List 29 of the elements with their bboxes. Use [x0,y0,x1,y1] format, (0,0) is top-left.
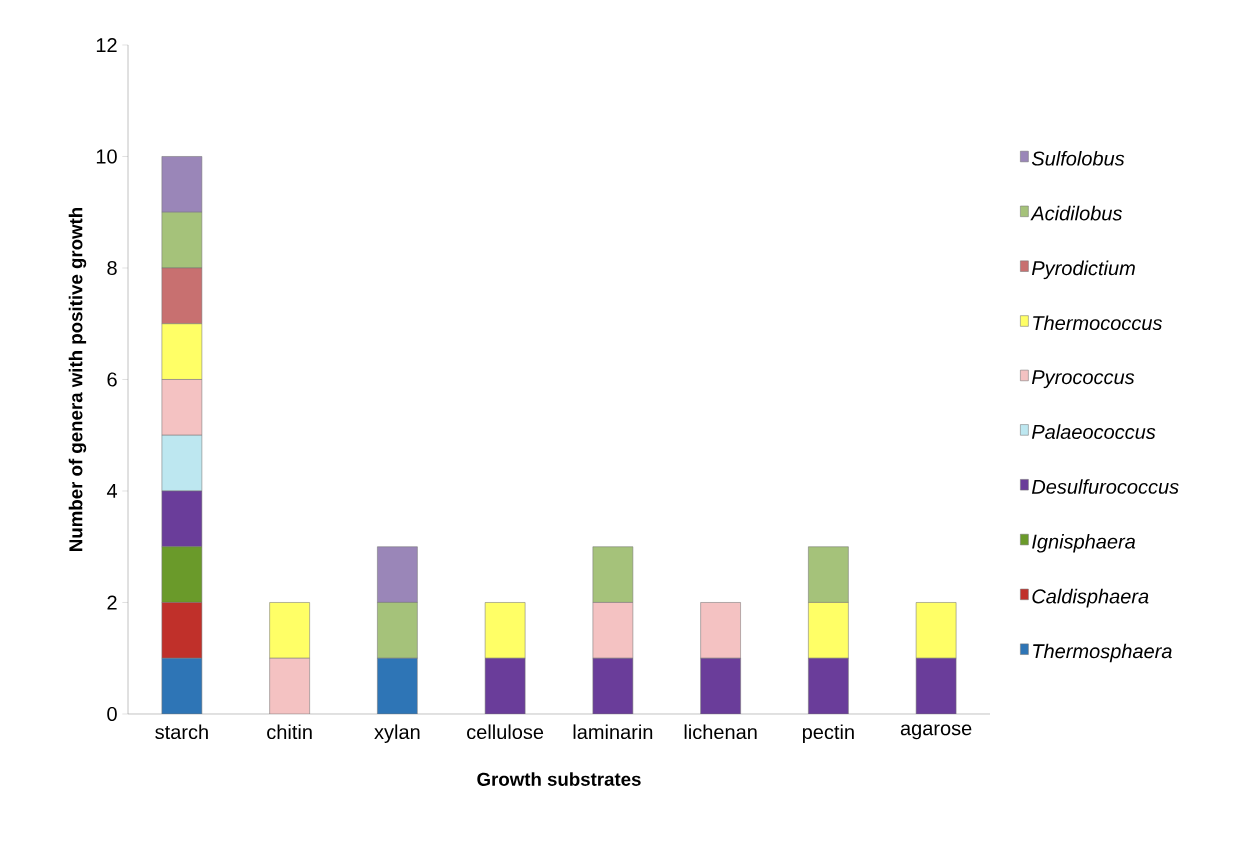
legend-label: Ignisphaera [1032,533,1136,553]
x-axis-title: Growth substrates [477,772,641,786]
x-tick-label: xylan [374,724,420,744]
x-tick-label: cellulose [467,724,544,740]
y-axis-title: Number of genera with positive growth [68,207,87,551]
x-tick-label: laminarin [573,724,653,740]
y-tick-label: 0 [107,706,117,722]
x-tick-label: pectin [802,724,854,744]
x-tick-label: lichenan [684,724,757,740]
y-tick-label: 12 [96,38,117,52]
legend-label: Sulfolobus [1031,150,1125,166]
legend-label: Pyrodictium [1031,260,1135,280]
x-tick-label: agarose [900,724,972,740]
y-tick-label: 6 [107,372,117,387]
y-tick-label: 10 [96,149,117,164]
legend-label: Palaeococcus [1031,424,1156,440]
legend-label: Acidilobus [1030,205,1123,221]
bar [161,657,203,714]
y-tick-label: 8 [107,260,117,276]
y-tick-label: 2 [107,595,117,610]
legend-label: Caldisphaera [1032,588,1149,608]
y-tick-label: 4 [106,484,118,498]
legend-label: Desulfurococcus [1031,479,1179,494]
bar [377,657,418,714]
legend-label: Thermosphaera [1033,643,1172,663]
legend-label: Thermococcus [1033,315,1163,331]
x-tick-label: starch [155,724,208,740]
legend-label: Pyrococcus [1031,370,1135,389]
x-tick-label: chitin [267,724,312,740]
